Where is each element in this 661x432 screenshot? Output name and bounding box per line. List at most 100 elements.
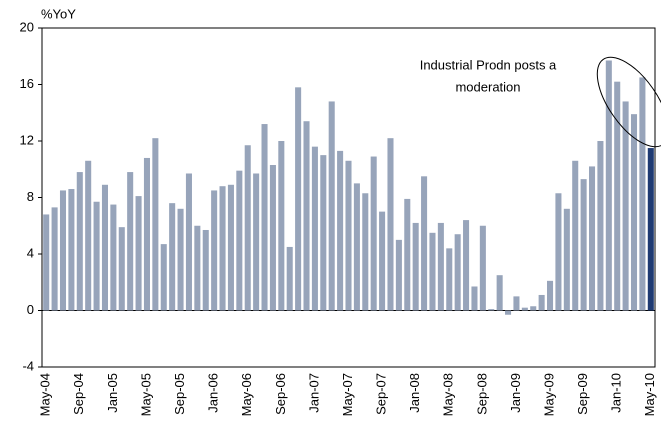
bar — [488, 309, 495, 311]
bar — [437, 222, 444, 311]
bar — [404, 198, 411, 311]
bar — [446, 248, 453, 311]
bar — [530, 306, 537, 311]
x-tick-label: May-09 — [541, 373, 556, 416]
bar — [202, 229, 209, 311]
y-tick-label: 12 — [20, 132, 34, 147]
x-tick-label: May-04 — [38, 373, 53, 416]
y-tick-label: 16 — [20, 76, 34, 91]
annotation: Industrial Prodn posts a — [420, 57, 557, 72]
bar — [370, 156, 377, 311]
bar — [605, 60, 612, 311]
bar — [211, 190, 218, 311]
bar — [135, 196, 142, 311]
bar — [261, 124, 268, 311]
bar — [110, 204, 117, 311]
bar — [345, 160, 352, 311]
bar — [286, 246, 293, 311]
bar — [362, 193, 369, 311]
bar — [429, 232, 436, 311]
bar — [51, 207, 58, 311]
bar — [152, 138, 159, 311]
bar — [93, 201, 100, 311]
x-tick-label: Sep-06 — [273, 373, 288, 415]
bar — [236, 170, 243, 311]
bar — [513, 296, 520, 311]
bar — [588, 166, 596, 311]
x-tick-label: May-10 — [642, 373, 657, 416]
x-tick-label: May-07 — [340, 373, 355, 416]
bar — [505, 310, 512, 315]
y-tick-label: 4 — [27, 245, 34, 260]
bar — [395, 239, 402, 311]
bar — [379, 211, 386, 311]
bar — [471, 286, 478, 311]
bar — [68, 189, 75, 311]
y-tick-label: -4 — [22, 358, 34, 373]
bar — [463, 220, 470, 311]
x-tick-label: Sep-09 — [575, 373, 590, 415]
x-tick-label: Sep-05 — [172, 373, 187, 415]
bar — [353, 183, 360, 311]
bar — [421, 176, 428, 311]
bar — [303, 121, 310, 311]
bar — [337, 150, 344, 311]
bar — [295, 87, 302, 311]
bar — [278, 141, 285, 311]
x-tick-label: May-08 — [441, 373, 456, 416]
x-tick-label: Sep-04 — [71, 373, 86, 415]
bar — [387, 138, 394, 311]
bar — [639, 77, 646, 311]
bar — [538, 294, 545, 311]
bar — [244, 145, 251, 311]
bar — [572, 160, 579, 311]
bar — [496, 275, 503, 311]
bar — [169, 203, 176, 311]
bar — [59, 190, 67, 311]
bar — [118, 227, 125, 311]
bar — [101, 184, 109, 311]
x-tick-label: Jan-07 — [306, 373, 321, 413]
highlight-ellipse — [596, 56, 661, 148]
x-tick-label: Sep-08 — [474, 373, 489, 415]
bar — [479, 225, 486, 311]
annotation: moderation — [455, 79, 520, 94]
bar — [143, 157, 150, 311]
x-tick-label: Jan-05 — [105, 373, 120, 413]
bar — [269, 165, 276, 311]
bar — [580, 179, 587, 311]
bar — [622, 101, 629, 311]
bar — [43, 214, 50, 311]
bar — [647, 148, 654, 311]
bar — [227, 184, 234, 311]
x-tick-label: Jan-09 — [508, 373, 523, 413]
bar — [177, 208, 184, 311]
bar — [185, 173, 192, 311]
bar — [160, 244, 167, 311]
bar — [219, 186, 226, 311]
bar — [597, 141, 604, 311]
x-tick-label: May-06 — [239, 373, 254, 416]
bar — [614, 81, 621, 311]
bar — [412, 222, 419, 311]
bar — [563, 208, 570, 311]
x-tick-label: May-05 — [138, 373, 153, 416]
y-axis-label: %YoY — [41, 6, 76, 21]
x-tick-label: Jan-08 — [407, 373, 422, 413]
bar — [547, 280, 554, 311]
bar — [521, 307, 528, 311]
x-tick-label: Sep-07 — [374, 373, 389, 415]
bar — [311, 146, 318, 311]
bar — [194, 225, 201, 311]
bar — [253, 173, 260, 311]
y-tick-label: 20 — [20, 19, 34, 34]
bar — [454, 234, 461, 311]
bar — [76, 172, 83, 311]
bar — [320, 155, 327, 311]
x-tick-label: Jan-06 — [206, 373, 221, 413]
bar — [328, 101, 335, 311]
bar — [555, 193, 562, 311]
bar — [85, 160, 92, 311]
y-tick-label: 0 — [27, 302, 34, 317]
bar — [127, 172, 134, 311]
